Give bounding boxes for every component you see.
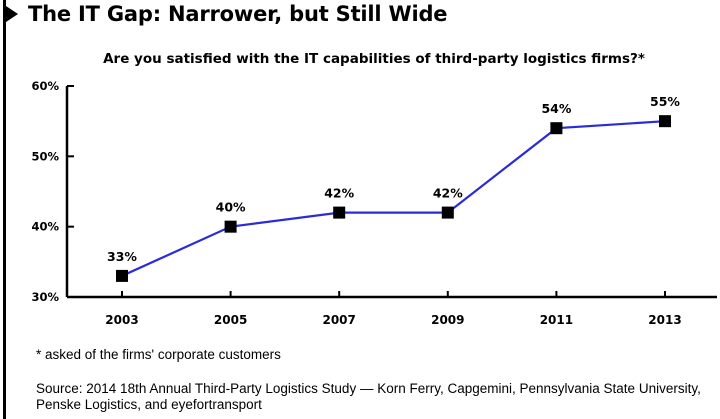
data-label-2009: 42% [433,186,463,201]
x-tick-label-2007: 2007 [322,313,355,327]
data-point-2009 [441,206,454,219]
page-title: The IT Gap: Narrower, but Still Wide [28,2,448,26]
footnote: * asked of the firms' corporate customer… [36,347,281,362]
data-point-2003 [116,269,128,282]
chart-title: Are you satisfied with the IT capabiliti… [103,51,645,67]
y-tick-label-50: 50% [31,149,59,163]
y-tick-label-30: 30% [31,290,59,304]
x-tick-label-2013: 2013 [648,313,681,327]
data-point-2011 [550,122,563,135]
y-tick-label-60: 60% [31,79,59,93]
x-tick-label-2011: 2011 [540,313,573,327]
data-label-2011: 54% [541,101,571,116]
data-label-2007: 42% [324,186,354,201]
left-accent-rule [3,0,6,419]
data-point-2007 [333,206,346,219]
line-chart: Are you satisfied with the IT capabiliti… [31,51,717,327]
x-tick-label-2003: 2003 [105,313,138,327]
x-tick-label-2009: 2009 [431,313,464,327]
series-line-0 [121,120,666,277]
data-point-2005 [224,220,237,233]
headline-triangle-icon [3,4,18,24]
data-label-2013: 55% [650,94,680,109]
data-point-2013 [659,115,671,128]
data-label-2003: 33% [107,249,137,264]
chart-area: Are you satisfied with the IT capabiliti… [31,51,717,327]
x-tick-label-2005: 2005 [214,313,247,327]
source-note: Source: 2014 18th Annual Third-Party Log… [36,381,701,412]
data-label-2005: 40% [216,200,246,215]
y-tick-label-40: 40% [31,220,59,234]
